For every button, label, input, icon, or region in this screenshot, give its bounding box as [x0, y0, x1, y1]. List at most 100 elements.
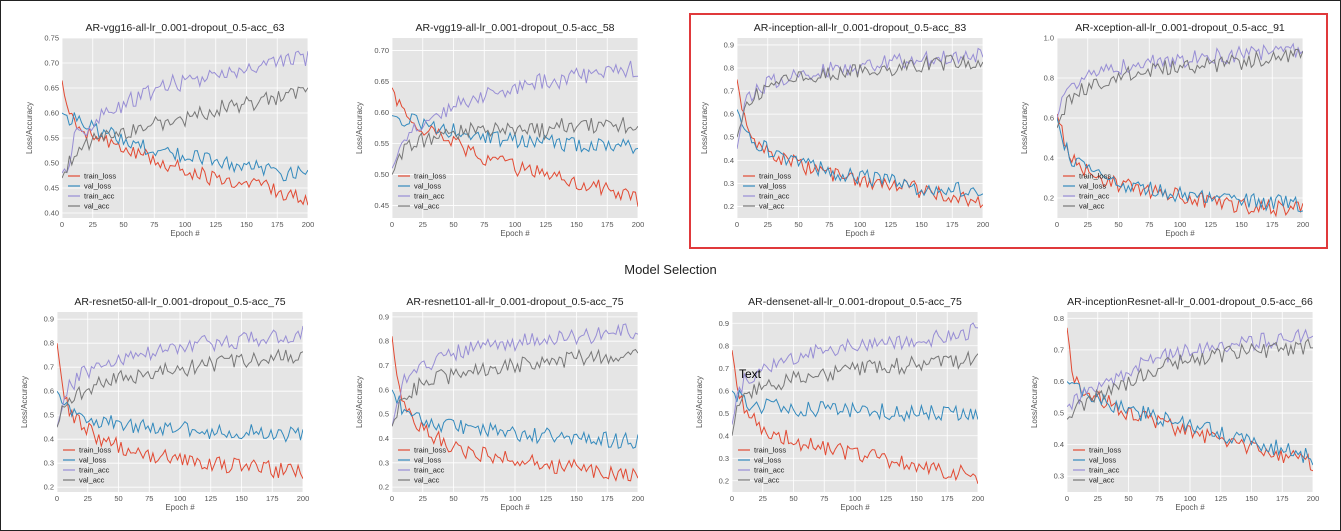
legend-label: train_loss	[759, 172, 791, 181]
legend-label: val_acc	[759, 202, 785, 211]
legend-label: val_loss	[1079, 182, 1106, 191]
x-axis-label: Epoch #	[1175, 503, 1205, 512]
y-tick-label: 0.50	[374, 170, 389, 179]
series-line-train-loss	[57, 343, 303, 479]
x-axis-label: Epoch #	[165, 503, 195, 512]
x-tick-label: 25	[764, 220, 772, 229]
y-tick-label: 0.4	[724, 156, 734, 165]
legend-label: val_acc	[414, 202, 440, 211]
x-tick-label: 200	[977, 220, 990, 229]
series-line-train-acc	[392, 60, 638, 169]
y-tick-label: 0.70	[44, 59, 59, 68]
series-line-train-acc	[392, 323, 638, 427]
training-chart-panel: AR-inception-all-lr_0.001-dropout_0.5-ac…	[695, 18, 995, 248]
legend-label: train_acc	[79, 466, 110, 475]
x-tick-label: 50	[1124, 494, 1132, 503]
legend-label: val_acc	[84, 202, 110, 211]
x-axis-label: Epoch #	[500, 229, 530, 238]
legend-label: val_acc	[79, 476, 105, 485]
series-line-val-loss	[57, 390, 303, 443]
x-tick-label: 50	[114, 494, 122, 503]
x-tick-label: 100	[174, 494, 187, 503]
x-tick-label: 50	[1114, 220, 1122, 229]
x-tick-label: 150	[240, 220, 253, 229]
x-tick-label: 125	[879, 494, 892, 503]
x-tick-label: 100	[854, 220, 867, 229]
y-tick-label: 0.8	[1054, 314, 1064, 323]
x-tick-label: 100	[849, 494, 862, 503]
x-tick-label: 50	[449, 494, 457, 503]
series-line-train-acc	[57, 325, 303, 428]
series-line-train-acc	[737, 47, 983, 149]
series-line-val-acc	[392, 117, 638, 175]
x-tick-label: 25	[419, 494, 427, 503]
y-tick-label: 0.6	[1054, 377, 1064, 386]
y-tick-label: 0.6	[719, 386, 729, 395]
y-tick-label: 0.45	[44, 184, 59, 193]
y-tick-label: 0.6	[44, 387, 54, 396]
x-tick-label: 25	[759, 494, 767, 503]
y-tick-label: 0.60	[374, 108, 389, 117]
chart-title: AR-densenet-all-lr_0.001-dropout_0.5-acc…	[748, 296, 962, 308]
training-chart-panel: AR-resnet50-all-lr_0.001-dropout_0.5-acc…	[15, 292, 315, 522]
y-tick-label: 0.2	[44, 483, 54, 492]
legend-label: train_acc	[1079, 192, 1110, 201]
y-tick-label: 0.2	[724, 202, 734, 211]
legend-label: train_acc	[414, 192, 445, 201]
y-tick-label: 0.4	[44, 435, 54, 444]
training-chart-panel: AR-vgg19-all-lr_0.001-dropout_0.5-acc_58…	[350, 18, 650, 248]
series-line-val-loss	[737, 109, 983, 197]
figure-caption: Model Selection	[624, 262, 717, 277]
legend-label: val_loss	[1089, 456, 1116, 465]
x-tick-label: 75	[825, 220, 833, 229]
x-tick-label: 200	[632, 220, 645, 229]
x-axis-label: Epoch #	[845, 229, 875, 238]
y-tick-label: 0.9	[719, 319, 729, 328]
x-tick-label: 50	[119, 220, 127, 229]
x-tick-label: 100	[509, 494, 522, 503]
x-tick-label: 175	[266, 494, 279, 503]
series-line-train-acc	[1067, 328, 1313, 411]
x-tick-label: 125	[539, 220, 552, 229]
x-tick-label: 100	[509, 220, 522, 229]
selected-models-highlight-box	[689, 13, 1328, 249]
x-tick-label: 75	[1155, 494, 1163, 503]
x-tick-label: 75	[480, 494, 488, 503]
legend-label: train_acc	[754, 466, 785, 475]
x-tick-label: 25	[1084, 220, 1092, 229]
y-tick-label: 0.8	[44, 339, 54, 348]
y-tick-label: 0.60	[44, 109, 59, 118]
x-tick-label: 0	[730, 494, 734, 503]
x-tick-label: 200	[972, 494, 985, 503]
x-tick-label: 150	[235, 494, 248, 503]
legend-label: train_acc	[414, 466, 445, 475]
y-tick-label: 0.65	[44, 84, 59, 93]
y-tick-label: 0.40	[44, 209, 59, 218]
series-line-train-acc	[732, 322, 978, 425]
y-tick-label: 0.45	[374, 201, 389, 210]
training-chart-svg: AR-resnet101-all-lr_0.001-dropout_0.5-ac…	[355, 296, 645, 512]
x-tick-label: 200	[297, 494, 310, 503]
x-tick-label: 125	[1204, 220, 1217, 229]
chart-title: AR-vgg16-all-lr_0.001-dropout_0.5-acc_63	[85, 22, 284, 34]
training-chart-svg: AR-resnet50-all-lr_0.001-dropout_0.5-acc…	[20, 296, 310, 512]
training-chart-svg: AR-inceptionResnet-all-lr_0.001-dropout_…	[1030, 296, 1319, 512]
legend-label: val_acc	[1089, 476, 1115, 485]
y-tick-label: 0.5	[724, 133, 734, 142]
chart-title: AR-resnet50-all-lr_0.001-dropout_0.5-acc…	[74, 296, 285, 308]
series-line-train-acc	[1057, 42, 1303, 119]
x-tick-label: 125	[204, 494, 217, 503]
y-axis-label: Loss/Accuracy	[1030, 376, 1039, 428]
x-tick-label: 75	[1145, 220, 1153, 229]
y-tick-label: 0.4	[1044, 154, 1054, 163]
x-tick-label: 150	[570, 494, 583, 503]
legend-label: train_acc	[84, 192, 115, 201]
legend-label: train_loss	[1089, 446, 1121, 455]
legend-label: val_loss	[414, 182, 441, 191]
x-tick-label: 150	[570, 220, 583, 229]
training-chart-svg: AR-inception-all-lr_0.001-dropout_0.5-ac…	[700, 22, 990, 238]
y-axis-label: Loss/Accuracy	[355, 102, 364, 154]
x-tick-label: 200	[632, 494, 645, 503]
y-tick-label: 0.4	[379, 434, 389, 443]
y-tick-label: 0.70	[374, 46, 389, 55]
